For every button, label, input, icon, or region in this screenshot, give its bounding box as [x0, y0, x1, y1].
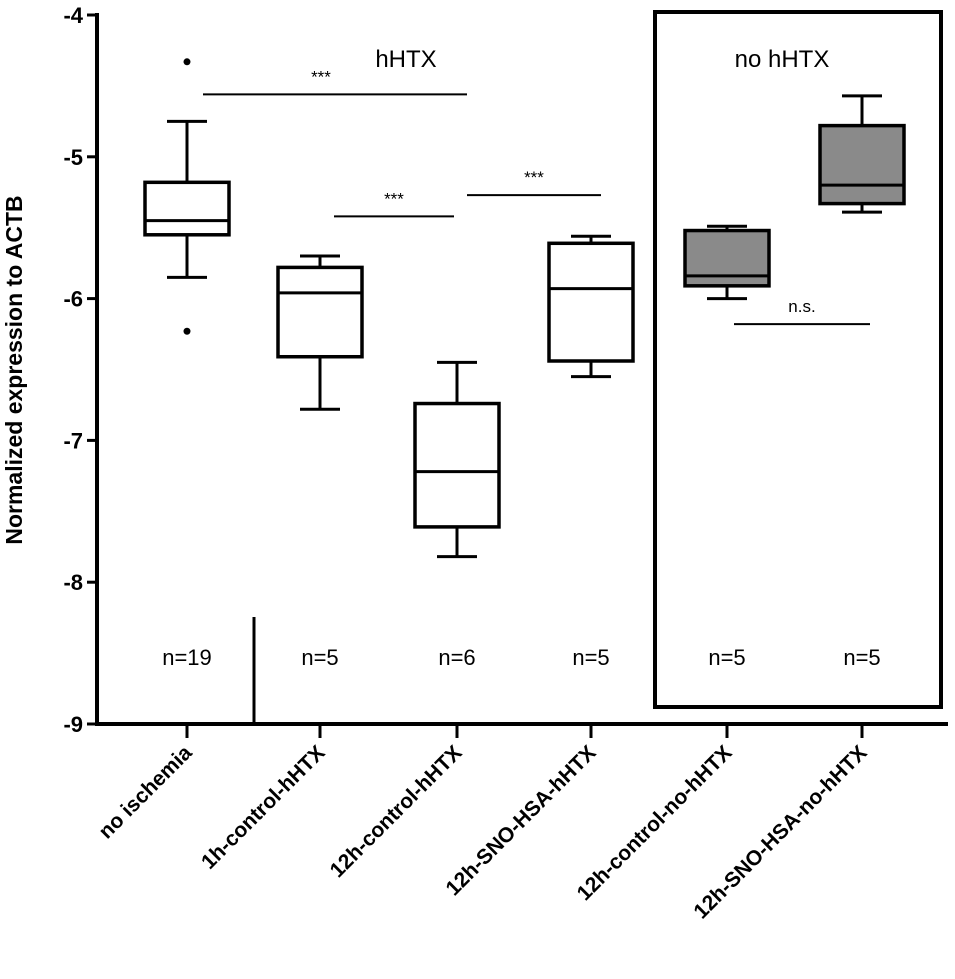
- x-category-label: 12h-control-no-hHTX: [573, 741, 737, 905]
- box-group: n=5: [547, 234, 635, 670]
- y-tick-label: -8: [63, 570, 83, 595]
- box-iqr: [683, 228, 771, 288]
- sample-size-label: n=19: [162, 645, 212, 670]
- y-tick-label: -4: [63, 3, 83, 28]
- y-axis-label: Normalized expression to ACTB: [1, 195, 27, 544]
- y-tick-label: -7: [63, 428, 83, 453]
- x-category-label: 1h-control-hHTX: [197, 741, 330, 874]
- box-group: n=5: [818, 94, 906, 670]
- decorations-layer: hHTX no hHTX *** *** *** n.s.: [203, 10, 943, 724]
- y-tick-label: -5: [63, 145, 83, 170]
- box-iqr: [818, 123, 906, 206]
- sample-size-label: n=5: [708, 645, 745, 670]
- box-iqr: [143, 180, 231, 237]
- x-category-label: 12h-control-hHTX: [326, 741, 467, 882]
- box-iqr: [413, 401, 501, 529]
- box-iqr: [547, 241, 635, 363]
- box-group: n=6: [413, 360, 501, 670]
- group-label: no hHTX: [735, 46, 830, 73]
- boxes-layer: n=19 n=5 n=6 n=5 n=5 n=5: [143, 58, 906, 670]
- significance-label: ***: [524, 168, 544, 187]
- significance-label: ***: [384, 189, 404, 208]
- box-group: n=5: [683, 224, 771, 670]
- sample-size-label: n=5: [301, 645, 338, 670]
- x-category-label: no ischemia: [94, 741, 196, 843]
- group-label: hHTX: [375, 46, 436, 73]
- significance-label: n.s.: [788, 297, 815, 316]
- y-tick-label: -6: [63, 287, 83, 312]
- outlier-point: [183, 58, 191, 66]
- sample-size-label: n=6: [438, 645, 475, 670]
- outlier-point: [183, 327, 191, 335]
- axes-layer: -9-8-7-6-5-4no ischemia 1h-control-hHTX12…: [63, 3, 948, 923]
- sample-size-label: n=5: [843, 645, 880, 670]
- y-tick-label: -9: [63, 712, 83, 737]
- no-hhtx-group-frame: [653, 10, 943, 709]
- box-iqr: [276, 265, 364, 359]
- sample-size-label: n=5: [572, 645, 609, 670]
- significance-label: ***: [311, 67, 331, 86]
- box-group: n=5: [276, 254, 364, 670]
- box-group: n=19: [143, 58, 231, 670]
- x-category-label: 12h-SNO-HSA-hHTX: [442, 741, 601, 900]
